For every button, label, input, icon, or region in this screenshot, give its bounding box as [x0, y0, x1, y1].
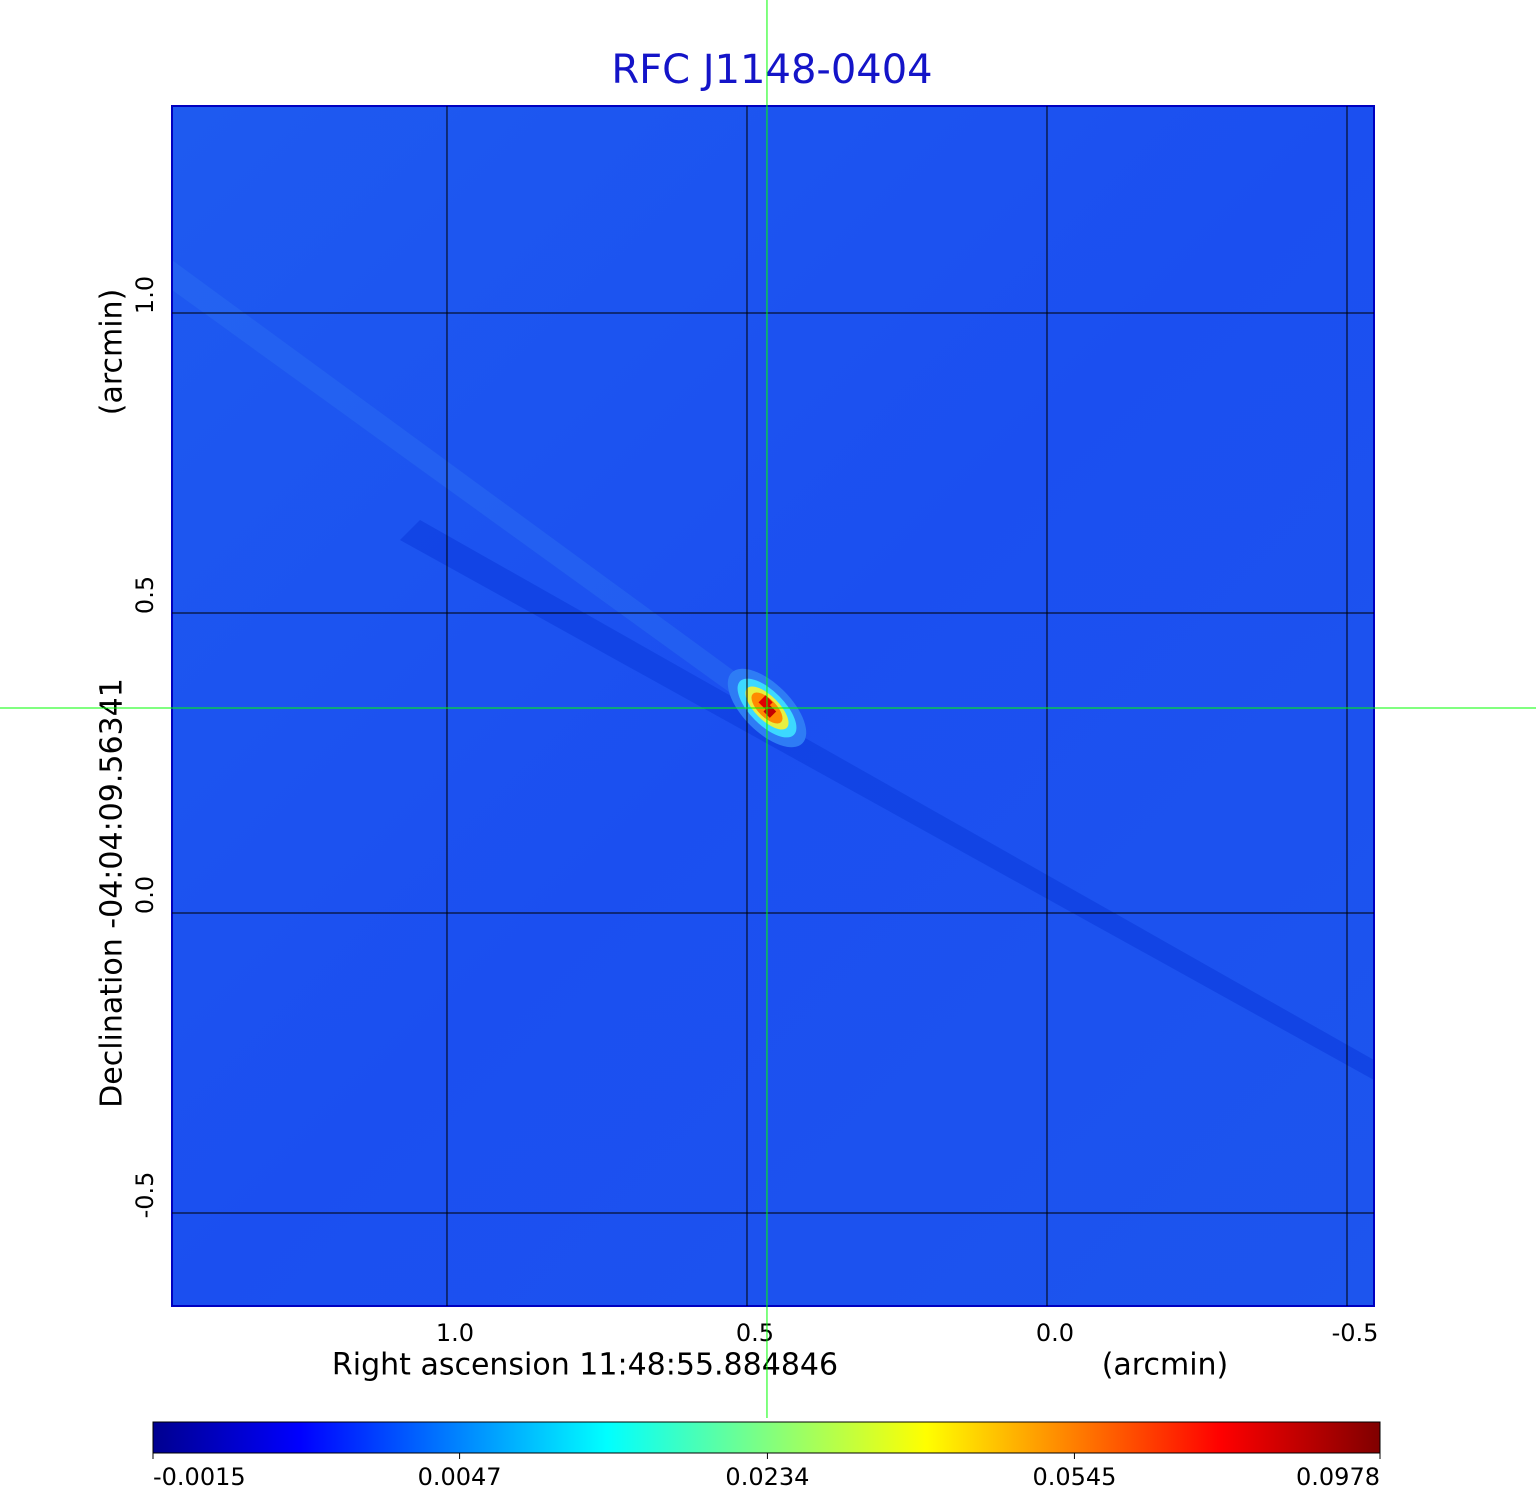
colorbar-tick-label: 0.0047 [418, 1463, 502, 1491]
y-tick-label: 0.5 [131, 576, 159, 614]
colorbar-tick-label: 0.0978 [1296, 1463, 1380, 1491]
colorbar-tick-label: -0.0015 [153, 1463, 246, 1491]
colorbar [152, 1421, 1381, 1454]
y-axis-unit: (arcmin) [95, 289, 130, 416]
x-axis-unit: (arcmin) [1102, 1348, 1229, 1383]
chart-title: RFC J1148-0404 [611, 47, 932, 93]
x-tick-label: -0.5 [1332, 1319, 1379, 1347]
x-tick-label: 0.0 [1036, 1319, 1074, 1347]
y-tick-label: 0.0 [131, 876, 159, 914]
x-tick-label: 1.0 [436, 1319, 474, 1347]
y-axis-label: Declination -04:04:09.56341 [95, 678, 130, 1108]
colorbar-tick-label: 0.0234 [725, 1463, 809, 1491]
x-tick-label: 0.5 [736, 1319, 774, 1347]
colorbar-tick-label: 0.0545 [1032, 1463, 1116, 1491]
x-axis-label: Right ascension 11:48:55.884846 [332, 1348, 838, 1383]
y-tick-label: 1.0 [131, 276, 159, 314]
y-tick-label: -0.5 [131, 1172, 159, 1219]
plot-frame [171, 105, 1375, 1307]
map-image [172, 106, 1374, 1306]
